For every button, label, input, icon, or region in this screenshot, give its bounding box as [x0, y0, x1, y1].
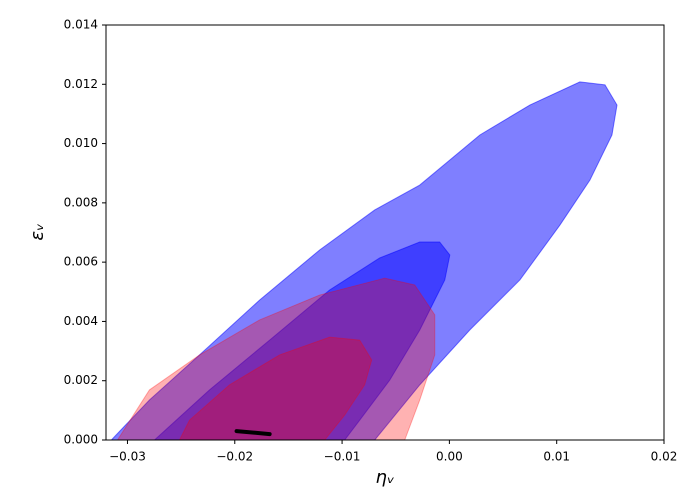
contour-region: [153, 241, 451, 440]
y-tick-label: 0.006: [64, 255, 98, 269]
x-tick-label: −0.01: [324, 450, 361, 464]
contour-region: [116, 277, 436, 440]
line: [234, 429, 272, 437]
x-tick-label: 0.00: [436, 450, 463, 464]
contour-region: [178, 336, 373, 440]
y-tick-label: 0.014: [64, 18, 98, 32]
y-tick-label: 0.008: [64, 195, 98, 209]
x-axis-label: ηᵥ: [376, 467, 395, 488]
axes-frame: [105, 24, 665, 441]
x-tick-label: −0.03: [109, 450, 146, 464]
x-tick-label: 0.01: [543, 450, 570, 464]
plot-area: [110, 81, 618, 440]
y-tick-label: 0.012: [64, 77, 98, 91]
y-tick-label: 0.010: [64, 136, 98, 150]
y-tick-label: 0.004: [64, 314, 98, 328]
x-tick-label: 0.02: [651, 450, 678, 464]
y-axis-label: εᵥ: [27, 223, 48, 240]
y-tick-label: 0.000: [64, 433, 98, 447]
y-tick-label: 0.002: [64, 373, 98, 387]
x-tick-label: −0.02: [216, 450, 253, 464]
contour-region: [110, 81, 618, 440]
